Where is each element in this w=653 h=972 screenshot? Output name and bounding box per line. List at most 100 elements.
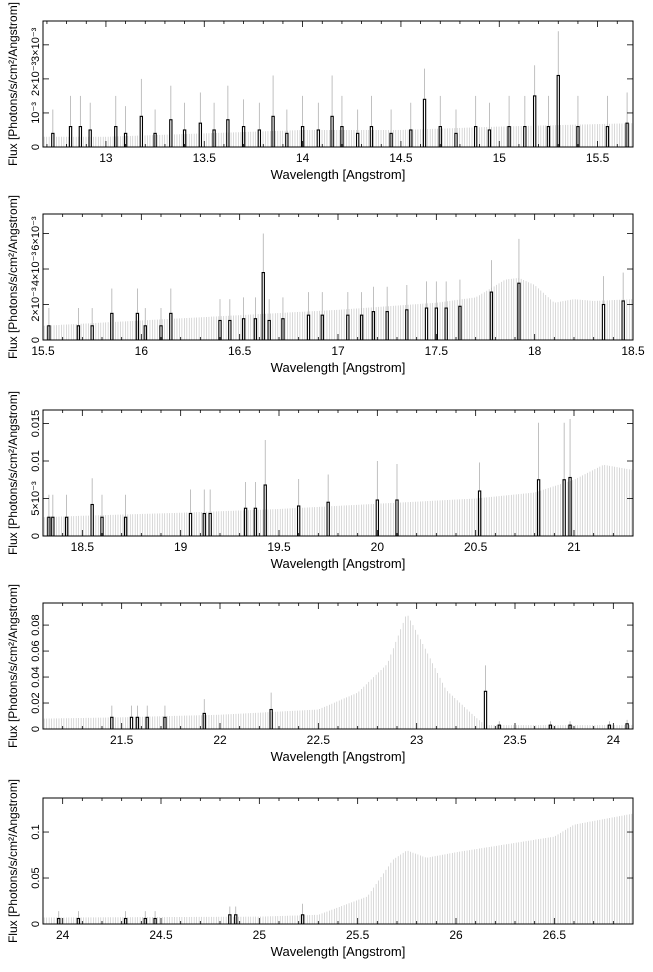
data-bar <box>182 129 187 147</box>
data-bar <box>477 490 482 536</box>
x-tick-label: 17.5 <box>425 344 449 358</box>
data-bar <box>385 311 389 340</box>
x-tick-label: 24 <box>607 733 621 747</box>
y-axis-label: Flux [Photons/s/cm²/Angstrom] <box>6 779 20 943</box>
data-bar <box>257 129 262 147</box>
x-tick-label: 16 <box>135 344 149 358</box>
data-bar <box>169 312 173 340</box>
data-bar <box>536 479 541 536</box>
y-tick-label: 4×10⁻³ <box>30 252 42 287</box>
x-tick-label: 24.5 <box>149 928 173 942</box>
data-bar <box>169 119 173 147</box>
model-curve <box>43 615 633 729</box>
x-tick-label: 26 <box>449 928 463 942</box>
data-bar <box>523 126 527 147</box>
data-bar <box>110 716 114 729</box>
data-bar <box>212 129 216 147</box>
x-tick-label: 23.5 <box>503 733 527 747</box>
data-bar <box>405 309 409 340</box>
y-tick-label: 0 <box>30 337 42 343</box>
data-bar <box>601 303 606 340</box>
data-bar <box>64 516 69 536</box>
x-tick-label: 18.5 <box>621 344 645 358</box>
data-bar <box>621 300 625 340</box>
y-axis-label: Flux [Photons/s/cm²/Angstrom] <box>6 584 20 748</box>
data-bar <box>143 325 147 340</box>
data-bar <box>228 319 232 340</box>
y-tick-label: 0.04 <box>30 666 42 687</box>
data-bar <box>78 126 83 147</box>
data-bar <box>269 708 273 729</box>
data-bar <box>88 129 92 147</box>
plot-area <box>43 419 633 536</box>
data-bar <box>355 132 360 147</box>
data-bar <box>263 484 267 536</box>
x-tick-label: 13.5 <box>193 151 217 165</box>
x-tick-label: 24 <box>56 928 70 942</box>
x-tick-label: 17 <box>331 344 345 358</box>
data-bar <box>51 516 55 536</box>
data-bar <box>375 499 380 536</box>
y-tick-label: 10⁻³ <box>30 102 42 124</box>
plot-frame <box>42 409 634 537</box>
x-tick-label: 22 <box>213 733 227 747</box>
data-bar <box>100 516 104 536</box>
y-tick-label: 0 <box>30 533 42 539</box>
data-bar <box>198 122 203 147</box>
data-bar <box>261 272 265 340</box>
data-bar <box>228 914 232 924</box>
data-bar <box>129 716 134 729</box>
data-bar <box>110 312 114 340</box>
plot-area <box>43 813 633 924</box>
data-bar <box>487 129 492 147</box>
data-bar <box>483 690 488 729</box>
y-tick-label: 0.1 <box>30 824 42 839</box>
data-bar <box>320 314 324 340</box>
x-axis-label: Wavelength [Angstrom] <box>271 944 406 959</box>
x-tick-label: 25 <box>253 928 267 942</box>
x-tick-label: 21 <box>567 540 581 554</box>
y-axis-label: Flux [Photons/s/cm²/Angstrom] <box>6 2 20 166</box>
data-bar <box>267 319 271 340</box>
data-bar <box>532 95 537 147</box>
data-bar <box>47 325 51 340</box>
data-bar <box>47 516 51 536</box>
data-bar <box>202 512 206 536</box>
data-bar <box>208 512 212 536</box>
data-bar <box>296 505 301 536</box>
data-bar <box>517 282 521 340</box>
data-bar <box>253 507 258 536</box>
x-tick-label: 21.5 <box>110 733 134 747</box>
x-tick-label: 16.5 <box>228 344 252 358</box>
data-bar <box>625 723 629 729</box>
x-tick-label: 25.5 <box>346 928 370 942</box>
chart-panel-1: 13 13.5 14 14.5 15 15.5 0 10⁻³ 2×10⁻³3×10⁻³ Wavel… <box>6 2 634 182</box>
x-tick-label: 23 <box>410 733 424 747</box>
y-tick-label: 6×10⁻³ <box>30 216 42 251</box>
data-bar <box>346 314 350 340</box>
x-tick-label: 20 <box>371 540 385 554</box>
x-tick-label: 18 <box>528 344 542 358</box>
x-tick-label: 15.5 <box>586 151 610 165</box>
chart-panel-4: 21.5 22 22.5 23 23.5 24 0 0.02 0.04 0.06 0.08 Wavel… <box>6 584 634 764</box>
data-bar <box>359 314 364 340</box>
data-bar <box>444 307 448 340</box>
x-tick-label: 15.5 <box>31 344 55 358</box>
data-bar <box>218 319 222 340</box>
y-tick-label: 0.05 <box>30 867 42 888</box>
data-bar <box>424 307 429 340</box>
y-tick-label: 0 <box>30 144 42 150</box>
chart-panel-3: 18.5 19 19.5 20 20.5 21 0 5×10⁻³ 0.01 0.015 Wavele… <box>6 391 634 571</box>
x-tick-label: 20.5 <box>464 540 488 554</box>
data-bar <box>285 132 289 147</box>
x-tick-label: 22.5 <box>307 733 331 747</box>
x-tick-label: 19.5 <box>267 540 291 554</box>
y-tick-label: 0 <box>30 921 42 927</box>
x-tick-label: 18.5 <box>71 540 95 554</box>
data-bar <box>139 115 144 147</box>
data-bar <box>556 74 560 147</box>
model-curve <box>43 464 633 536</box>
data-bar <box>422 98 427 147</box>
plot-frame <box>42 213 634 341</box>
